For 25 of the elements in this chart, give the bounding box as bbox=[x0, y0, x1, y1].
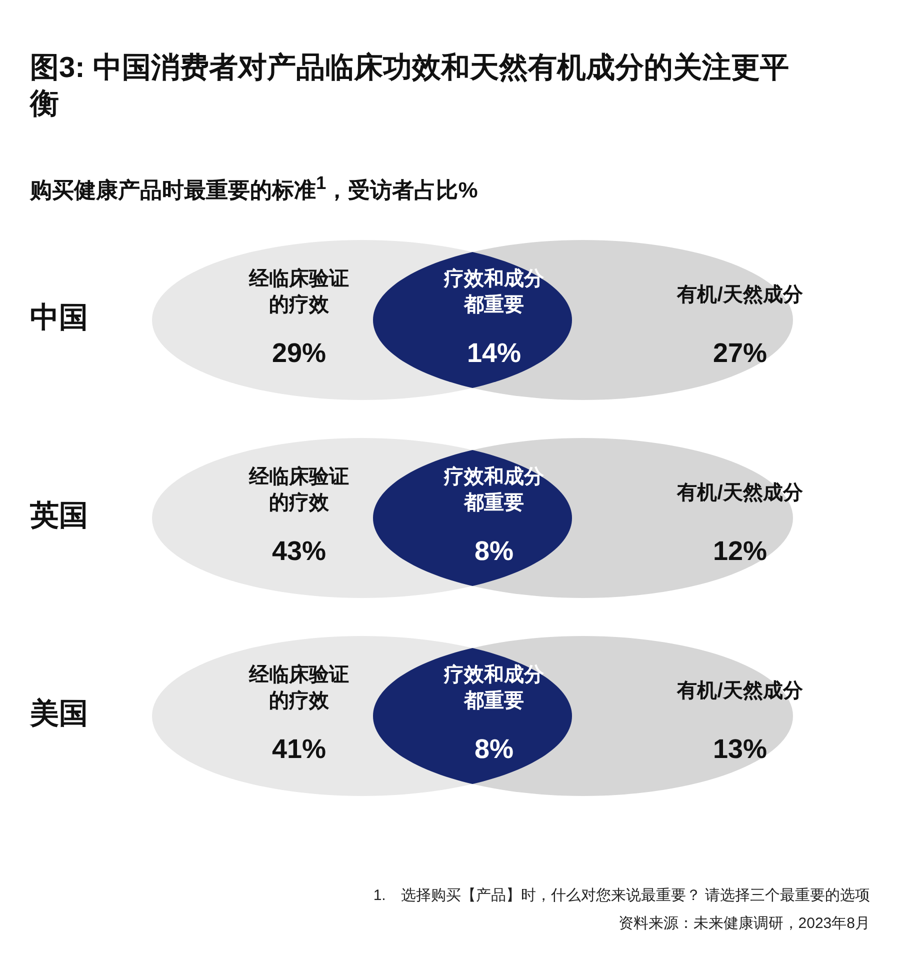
text: 图3: 中国消费者对产品临床功效和天然有机成分的关注更平衡 bbox=[30, 50, 790, 122]
data-label: 8% bbox=[473, 536, 515, 567]
series-label: 疗效和成分都重要 bbox=[442, 662, 545, 714]
text: 经临床验证的疗效 bbox=[249, 466, 349, 514]
series-label: 经临床验证的疗效 bbox=[248, 662, 350, 714]
data-label: 14% bbox=[466, 338, 522, 369]
text: 资料来源：未来健康调研，2023年8月 bbox=[617, 914, 870, 934]
text: 疗效和成分都重要 bbox=[444, 268, 544, 316]
text: 购买健康产品时最重要的标准$^{1}$，受访者占比% bbox=[30, 172, 478, 204]
data-label: 43% bbox=[270, 536, 328, 567]
text: 有机/天然成分 bbox=[677, 680, 803, 702]
series-label: 有机/天然成分 bbox=[676, 283, 804, 308]
data-label: 12% bbox=[712, 536, 768, 567]
data-label: 29% bbox=[270, 338, 328, 369]
data-label: 27% bbox=[712, 338, 768, 369]
category-label: 中国 bbox=[30, 301, 88, 336]
category-label: 英国 bbox=[30, 499, 88, 534]
text: 疗效和成分都重要 bbox=[444, 466, 544, 514]
data-label: 13% bbox=[712, 734, 768, 765]
data-label: 8% bbox=[473, 734, 515, 765]
data-label: 41% bbox=[270, 734, 328, 765]
text: 有机/天然成分 bbox=[677, 482, 803, 504]
category-label: 美国 bbox=[30, 696, 88, 732]
text: 1. 选择购买【产品】时，什么对您来说最重要？ 请选择三个最重要的选项 bbox=[373, 886, 870, 906]
text: 经临床验证的疗效 bbox=[249, 268, 349, 316]
